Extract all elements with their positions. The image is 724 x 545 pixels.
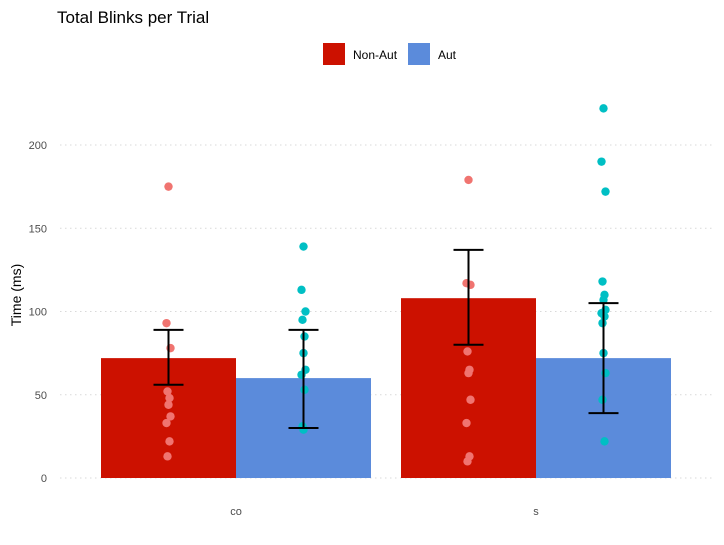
y-tick-label: 50 xyxy=(35,390,47,402)
data-point xyxy=(162,318,171,328)
data-point xyxy=(599,104,608,113)
data-point xyxy=(164,182,173,191)
data-point xyxy=(464,175,473,185)
legend-swatch-aut xyxy=(408,43,430,65)
legend: Non-Aut Aut xyxy=(323,43,457,65)
data-point xyxy=(298,315,307,325)
data-point xyxy=(463,347,472,356)
data-point xyxy=(597,157,606,166)
data-point xyxy=(165,437,174,446)
x-tick-label: co xyxy=(230,506,242,518)
legend-swatch-non-aut xyxy=(323,43,345,65)
chart-title: Total Blinks per Trial xyxy=(57,8,209,27)
data-point xyxy=(463,457,472,466)
error-bar xyxy=(588,302,619,415)
data-point xyxy=(598,277,607,286)
y-axis-ticks: 0 50 100 150 200 xyxy=(29,140,47,485)
data-point xyxy=(163,452,172,461)
y-tick-label: 200 xyxy=(29,140,47,152)
data-point xyxy=(601,187,610,196)
bars xyxy=(101,298,671,478)
y-tick-label: 100 xyxy=(29,307,47,319)
x-tick-label: s xyxy=(533,506,539,518)
y-tick-label: 0 xyxy=(41,473,47,485)
data-point xyxy=(297,285,306,295)
legend-label-non-aut: Non-Aut xyxy=(353,48,398,62)
data-point xyxy=(299,242,308,251)
data-point xyxy=(165,393,174,403)
data-point xyxy=(600,437,609,446)
data-point xyxy=(464,368,473,378)
data-point xyxy=(466,395,475,404)
data-point xyxy=(462,418,471,428)
data-point xyxy=(164,400,173,409)
error-bar xyxy=(153,328,184,386)
data-point xyxy=(162,418,171,428)
y-axis-title: Time (ms) xyxy=(8,264,24,326)
data-point xyxy=(163,387,172,396)
y-tick-label: 150 xyxy=(29,223,47,235)
error-bar xyxy=(288,328,319,430)
error-bars xyxy=(153,248,619,430)
data-point xyxy=(166,412,175,421)
data-point xyxy=(301,307,310,316)
error-bar xyxy=(453,248,484,346)
legend-label-aut: Aut xyxy=(438,48,457,62)
data-point xyxy=(599,295,608,305)
x-axis-ticks: co s xyxy=(230,506,539,518)
